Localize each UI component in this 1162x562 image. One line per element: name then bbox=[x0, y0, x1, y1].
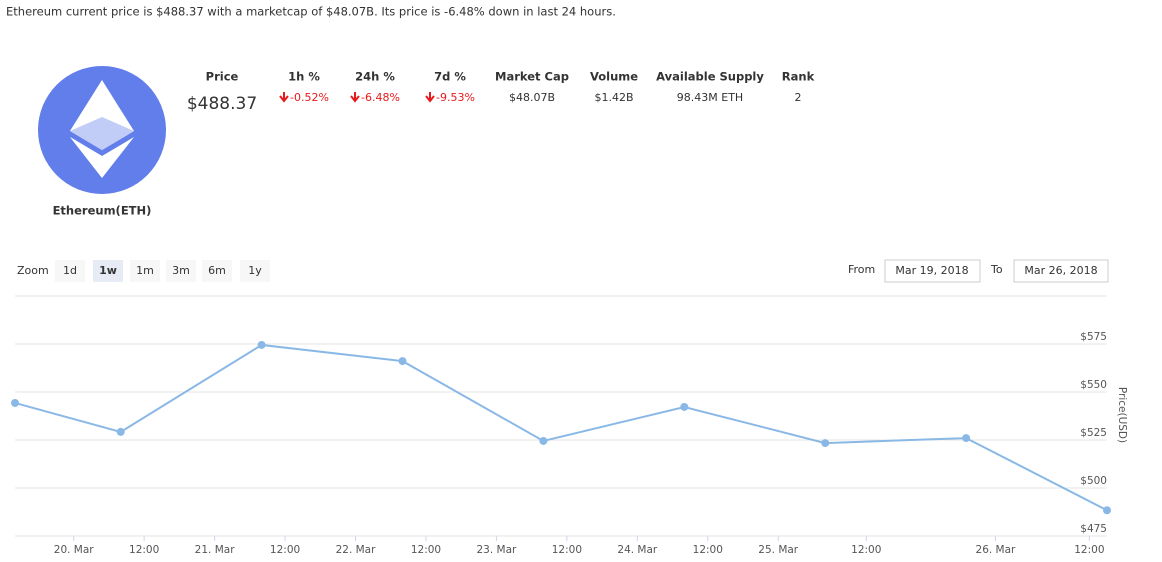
zoom-button-label[interactable]: 1y bbox=[248, 264, 262, 277]
x-tick-label: 12:00 bbox=[693, 544, 723, 556]
x-tick-label: 21. Mar bbox=[195, 544, 236, 556]
stat-header: Available Supply bbox=[656, 70, 764, 84]
price-value: $488.37 bbox=[187, 94, 257, 114]
data-point bbox=[11, 398, 19, 407]
zoom-button-label[interactable]: 1d bbox=[63, 264, 77, 277]
x-tick-label: 23. Mar bbox=[476, 544, 517, 556]
data-point bbox=[257, 340, 266, 349]
x-tick-label: 22. Mar bbox=[336, 544, 377, 556]
data-point bbox=[539, 436, 548, 445]
zoom-button-label[interactable]: 1m bbox=[136, 264, 154, 277]
x-tick-label: 25. Mar bbox=[758, 544, 799, 556]
stat-header: Volume bbox=[590, 70, 638, 84]
down-arrow bbox=[279, 92, 289, 103]
y-tick-label: $500 bbox=[1080, 475, 1107, 487]
zoom-button[interactable] bbox=[240, 260, 270, 282]
stat-value: 98.43M ETH bbox=[677, 91, 743, 104]
summary: Ethereum current price is $488.37 with a… bbox=[6, 5, 616, 19]
stat-header: Rank bbox=[782, 70, 815, 84]
stat-header: 7d % bbox=[434, 70, 466, 84]
data-point bbox=[116, 427, 125, 436]
zoom-button[interactable] bbox=[130, 260, 160, 282]
down-arrow bbox=[425, 92, 435, 103]
change-value: -6.48% bbox=[361, 91, 400, 104]
zoom-button[interactable] bbox=[55, 260, 85, 282]
x-tick-label: 12:00 bbox=[552, 544, 582, 556]
from-date[interactable]: Mar 19, 2018 bbox=[895, 264, 968, 277]
x-tick-label: 12:00 bbox=[270, 544, 300, 556]
price-line bbox=[14, 343, 1108, 512]
from-input[interactable] bbox=[884, 259, 981, 283]
to-input[interactable] bbox=[1013, 259, 1109, 283]
stat-value: $1.42B bbox=[594, 91, 633, 104]
to-label: To bbox=[990, 263, 1003, 276]
zoom-button-label[interactable]: 3m bbox=[172, 264, 190, 277]
data-point bbox=[962, 434, 971, 443]
from-label: From bbox=[848, 263, 875, 276]
x-tick-label: 12:00 bbox=[411, 544, 441, 556]
x-tick-label: 12:00 bbox=[1074, 544, 1104, 556]
zoom-button[interactable] bbox=[166, 260, 196, 282]
zoom-button[interactable] bbox=[202, 260, 232, 282]
y-axis-title: Price(USD) bbox=[1116, 387, 1128, 443]
x-tick-label: 12:00 bbox=[129, 544, 159, 556]
x-tick-label: 20. Mar bbox=[54, 544, 95, 556]
stat-value: 2 bbox=[795, 91, 802, 104]
data-point bbox=[821, 439, 830, 448]
zoom-label: Zoom bbox=[17, 264, 49, 277]
data-point bbox=[398, 357, 407, 366]
y-tick-label: $525 bbox=[1080, 427, 1107, 439]
stat-header: 1h % bbox=[288, 70, 320, 84]
stat-header: 24h % bbox=[355, 70, 395, 84]
zoom-button[interactable] bbox=[93, 260, 123, 282]
to-date[interactable]: Mar 26, 2018 bbox=[1024, 264, 1097, 277]
stat-header: Price bbox=[206, 70, 239, 84]
data-point bbox=[1103, 506, 1111, 515]
data-point bbox=[680, 402, 689, 411]
x-tick-label: 24. Mar bbox=[617, 544, 658, 556]
zoom-button-label[interactable]: 6m bbox=[208, 264, 226, 277]
y-tick-label: $575 bbox=[1080, 331, 1107, 343]
coin-name: Ethereum(ETH) bbox=[53, 204, 152, 218]
zoom-button-label[interactable]: 1w bbox=[99, 264, 117, 277]
stat-value: $48.07B bbox=[509, 91, 555, 104]
eth-logo bbox=[38, 66, 166, 194]
x-tick-label: 26. Mar bbox=[976, 544, 1017, 556]
x-tick-label: 12:00 bbox=[851, 544, 881, 556]
stat-header: Market Cap bbox=[495, 70, 569, 84]
change-value: -9.53% bbox=[436, 91, 475, 104]
down-arrow bbox=[350, 92, 360, 103]
change-value: -0.52% bbox=[290, 91, 329, 104]
y-tick-label: $550 bbox=[1080, 379, 1107, 391]
y-tick-label: $475 bbox=[1080, 523, 1107, 535]
